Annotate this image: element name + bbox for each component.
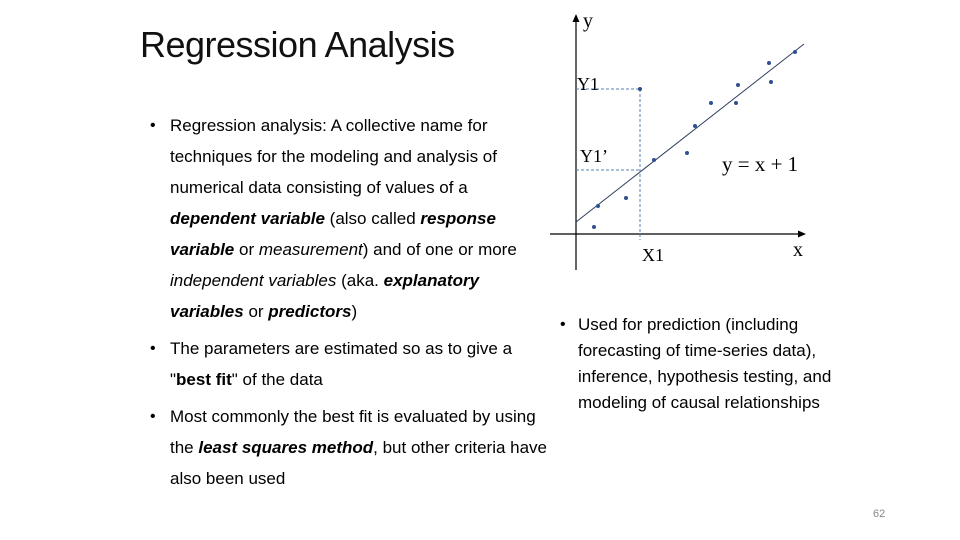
x1-label: X1: [642, 245, 664, 265]
right-bullet-list: Used for prediction (including forecasti…: [560, 312, 860, 416]
data-point: [793, 50, 797, 54]
bullet-text-run: response variable: [170, 209, 496, 259]
bullet-text-run: explanatory variables: [170, 271, 480, 321]
data-point: [693, 124, 697, 128]
data-point: [652, 158, 656, 162]
bullet-text-run: least squares method: [198, 438, 374, 457]
bullet-item: The parameters are estimated so as to gi…: [150, 333, 550, 395]
data-point: [685, 151, 689, 155]
equation-label: y = x + 1: [722, 152, 798, 176]
bullet-item: Most commonly the best fit is evaluated …: [150, 401, 550, 494]
bullet-text-run: Regression analysis: A collective name f…: [170, 116, 497, 197]
slide-title: Regression Analysis: [140, 24, 455, 65]
bullet-item: Regression analysis: A collective name f…: [150, 110, 550, 327]
y-axis-arrow: [572, 14, 580, 22]
data-point: [736, 83, 740, 87]
bullet-text-run: predictors: [268, 302, 352, 321]
x-axis-label: x: [793, 239, 803, 261]
bullet-text-run: (aka.: [336, 271, 384, 290]
bullet-text-run: Most commonly the best fit is evaluated …: [170, 407, 536, 457]
data-point: [734, 101, 738, 105]
bullet-text-run: or: [234, 240, 259, 259]
data-point: [767, 61, 771, 65]
data-points: [592, 50, 797, 229]
data-point: [638, 87, 642, 91]
bullet-text-run: or: [243, 302, 269, 321]
bullet-text-run: The parameters are estimated so as to gi…: [170, 339, 513, 389]
bullet-text-run: (also called: [324, 209, 421, 228]
bullet-text-run: ): [351, 302, 358, 321]
bullet-text-run: independent variables: [170, 271, 337, 290]
bullet-text-run: Used for prediction (including forecasti…: [578, 315, 832, 412]
bullet-text-run: " of the data: [231, 370, 323, 389]
x-axis-arrow: [798, 230, 806, 238]
bullet-text-run: best fit: [176, 370, 232, 389]
bullet-item: Used for prediction (including forecasti…: [560, 312, 860, 416]
data-point: [709, 101, 713, 105]
data-point: [592, 225, 596, 229]
y-axis-label: y: [583, 10, 593, 32]
bullet-text-run: dependent variable: [170, 209, 325, 228]
left-bullet-list: Regression analysis: A collective name f…: [150, 110, 550, 500]
data-point: [769, 80, 773, 84]
bullet-text-run: measurement: [258, 240, 363, 259]
data-point: [624, 196, 628, 200]
bullet-text-run: , but other criteria have also been used: [170, 438, 548, 488]
page-number: 62: [873, 508, 886, 520]
data-point: [596, 204, 600, 208]
y1-label: Y1: [577, 74, 599, 94]
bullet-text-run: ) and of one or more: [362, 240, 517, 259]
y1-prime-label: Y1’: [580, 146, 608, 166]
regression-line: [575, 43, 805, 223]
